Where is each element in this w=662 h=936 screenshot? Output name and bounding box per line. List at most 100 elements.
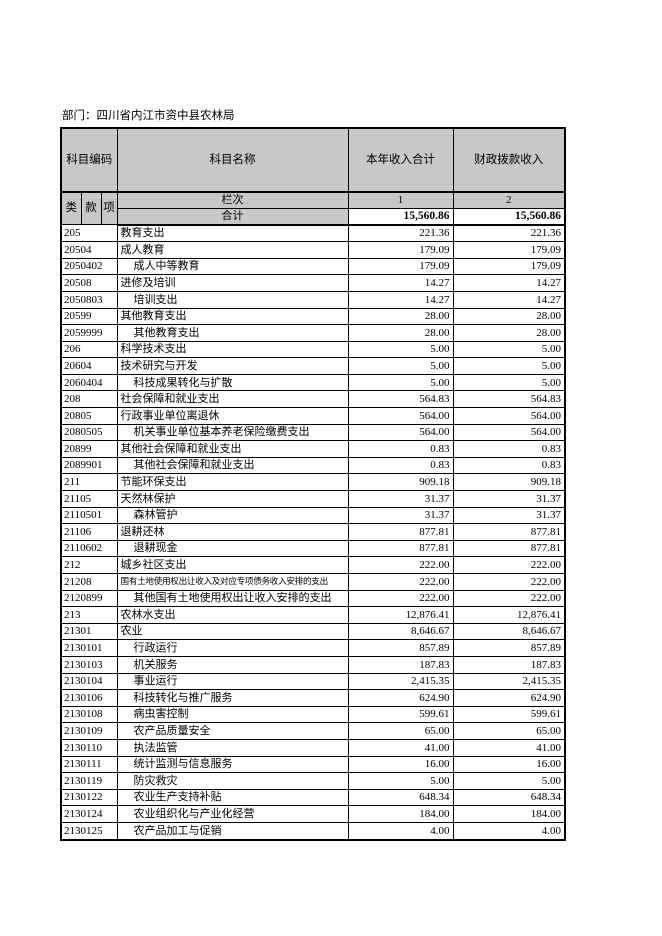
subject-name-cell: 农业生产支持补贴 — [116, 788, 349, 807]
subject-name-cell: 农业组织化与产业化经营 — [116, 805, 349, 823]
table-row: 212 城乡社区支出 222.00 222.00 — [60, 556, 566, 574]
current-year-income-cell: 12,876.41 — [347, 606, 454, 624]
lanci-col1: 1 — [347, 191, 454, 209]
current-year-income-cell: 5.00 — [347, 373, 454, 392]
subject-code-cell: 2130103 — [60, 655, 118, 674]
subject-name-cell: 科技转化与推广服务 — [116, 689, 349, 707]
fiscal-appropriation-income-cell: 221.36 — [452, 224, 566, 243]
subject-name-cell: 技术研究与开发 — [116, 357, 349, 375]
fiscal-appropriation-income-cell: 857.89 — [452, 639, 566, 657]
current-year-income-cell: 8,646.67 — [347, 622, 454, 641]
subject-name-cell: 统计监测与信息服务 — [116, 755, 349, 774]
fiscal-appropriation-income-cell: 2,415.35 — [452, 672, 566, 691]
current-year-income-cell: 222.00 — [347, 573, 454, 591]
subject-name-cell: 执法监管 — [116, 738, 349, 757]
fiscal-appropriation-income-cell: 187.83 — [452, 655, 566, 674]
subject-code-cell: 20599 — [60, 307, 118, 326]
subject-name-cell: 教育支出 — [116, 224, 349, 243]
table-row: 2059999 其他教育支出 28.00 28.00 — [60, 324, 566, 342]
table-row: 20899 其他社会保障和就业支出 0.83 0.83 — [60, 440, 566, 458]
fiscal-appropriation-income-cell: 222.00 — [452, 573, 566, 591]
fiscal-appropriation-income-cell: 564.00 — [452, 407, 566, 425]
current-year-income-cell: 14.27 — [347, 274, 454, 292]
subject-code-cell: 21105 — [60, 490, 118, 508]
subheader-class: 类 — [60, 191, 82, 226]
table-row: 2130108 病虫害控制 599.61 599.61 — [60, 705, 566, 724]
header-subject-code: 科目编码 — [60, 127, 118, 193]
table-row: 206 科学技术支出 5.00 5.00 — [60, 340, 566, 359]
subject-name-cell: 社会保障和就业支出 — [116, 390, 349, 409]
subject-code-cell: 208 — [60, 390, 118, 409]
subject-name-cell: 行政运行 — [116, 639, 349, 657]
subject-code-cell: 2130109 — [60, 722, 118, 740]
table-row: 21106 退耕还林 877.81 877.81 — [60, 523, 566, 541]
subject-code-cell: 20899 — [60, 440, 118, 458]
subheader-section: 款 — [80, 191, 102, 226]
fiscal-appropriation-income-cell: 28.00 — [452, 324, 566, 342]
subject-name-cell: 国有土地使用权出让收入及对应专项债务收入安排的支出 — [116, 573, 349, 591]
subject-code-cell: 2050803 — [60, 290, 118, 309]
subject-code-cell: 2110602 — [60, 539, 118, 558]
current-year-income-cell: 179.09 — [347, 257, 454, 276]
fiscal-appropriation-income-cell: 4.00 — [452, 821, 566, 841]
fiscal-appropriation-income-cell: 564.83 — [452, 390, 566, 409]
current-year-income-cell: 28.00 — [347, 307, 454, 326]
fiscal-appropriation-income-cell: 65.00 — [452, 722, 566, 740]
current-year-income-cell: 909.18 — [347, 473, 454, 492]
subject-code-cell: 2130108 — [60, 705, 118, 724]
subject-name-cell: 农林水支出 — [116, 606, 349, 624]
table-row: 2130104 事业运行 2,415.35 2,415.35 — [60, 672, 566, 691]
table-row: 2060404 科技成果转化与扩散 5.00 5.00 — [60, 373, 566, 392]
subject-code-cell: 2130104 — [60, 672, 118, 691]
table-row: 211 节能环保支出 909.18 909.18 — [60, 473, 566, 492]
table-row: 2130124 农业组织化与产业化经营 184.00 184.00 — [60, 805, 566, 823]
table-row: 2130109 农产品质量安全 65.00 65.00 — [60, 722, 566, 740]
subject-code-cell: 2110501 — [60, 506, 118, 525]
table-row: 20508 进修及培训 14.27 14.27 — [60, 274, 566, 292]
current-year-income-cell: 624.90 — [347, 689, 454, 707]
fiscal-appropriation-income-cell: 909.18 — [452, 473, 566, 492]
current-year-income-cell: 187.83 — [347, 655, 454, 674]
table-row: 20504 成人教育 179.09 179.09 — [60, 241, 566, 259]
subject-name-cell: 机关事业单位基本养老保险缴费支出 — [116, 423, 349, 442]
total-label: 合计 — [116, 207, 349, 226]
current-year-income-cell: 564.00 — [347, 423, 454, 442]
subject-name-cell: 科技成果转化与扩散 — [116, 373, 349, 392]
current-year-income-cell: 31.37 — [347, 506, 454, 525]
subject-name-cell: 城乡社区支出 — [116, 556, 349, 574]
subject-code-cell: 2120899 — [60, 589, 118, 608]
subheader-item: 项 — [100, 191, 118, 226]
fiscal-appropriation-income-cell: 624.90 — [452, 689, 566, 707]
fiscal-appropriation-income-cell: 5.00 — [452, 772, 566, 790]
current-year-income-cell: 4.00 — [347, 821, 454, 841]
fiscal-appropriation-income-cell: 564.00 — [452, 423, 566, 442]
lanci-label: 栏次 — [116, 191, 349, 209]
current-year-income-cell: 14.27 — [347, 290, 454, 309]
current-year-income-cell: 28.00 — [347, 324, 454, 342]
fiscal-appropriation-income-cell: 14.27 — [452, 274, 566, 292]
subject-code-cell: 2080505 — [60, 423, 118, 442]
table-row: 205 教育支出 221.36 221.36 — [60, 224, 566, 243]
subject-code-cell: 2059999 — [60, 324, 118, 342]
subject-name-cell: 农业 — [116, 622, 349, 641]
table-row: 2130110 执法监管 41.00 41.00 — [60, 738, 566, 757]
current-year-income-cell: 222.00 — [347, 589, 454, 608]
subject-code-cell: 2089901 — [60, 456, 118, 475]
subject-name-cell: 病虫害控制 — [116, 705, 349, 724]
subject-code-cell: 21301 — [60, 622, 118, 641]
subject-name-cell: 行政事业单位离退休 — [116, 407, 349, 425]
subject-code-cell: 2130106 — [60, 689, 118, 707]
table-row: 2130125 农产品加工与促销 4.00 4.00 — [60, 821, 566, 841]
lanci-col2: 2 — [452, 191, 566, 209]
current-year-income-cell: 41.00 — [347, 738, 454, 757]
subject-name-cell: 其他教育支出 — [116, 324, 349, 342]
subject-name-cell: 成人中等教育 — [116, 257, 349, 276]
subject-code-cell: 2060404 — [60, 373, 118, 392]
budget-table: 科目编码 科目名称 本年收入合计 财政拨款收入 类 款 项 栏次 1 2 合计 … — [60, 127, 567, 841]
subject-code-cell: 2050402 — [60, 257, 118, 276]
table-row: 2130111 统计监测与信息服务 16.00 16.00 — [60, 755, 566, 774]
current-year-income-cell: 564.83 — [347, 390, 454, 409]
table-row: 21208 国有土地使用权出让收入及对应专项债务收入安排的支出 222.00 222.… — [60, 573, 566, 591]
department-line: 部门：四川省内江市资中县农林局 — [62, 110, 235, 122]
table-row: 2110602 退耕现金 877.81 877.81 — [60, 539, 566, 558]
